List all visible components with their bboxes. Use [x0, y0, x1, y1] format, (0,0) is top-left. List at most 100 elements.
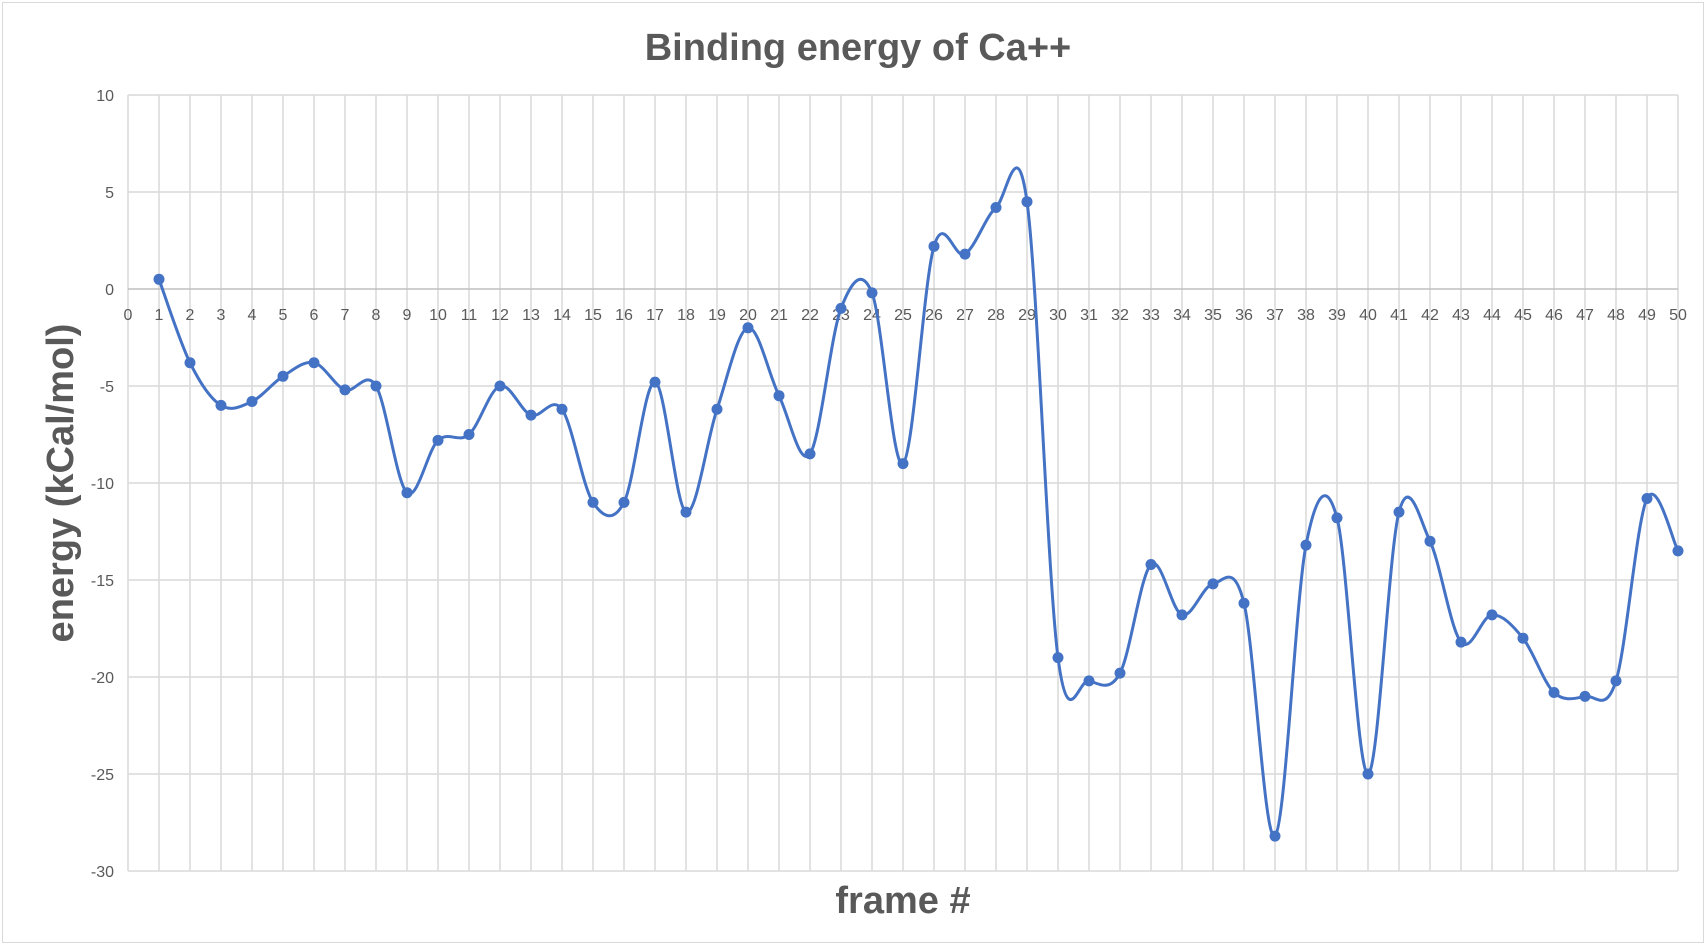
data-point [215, 399, 227, 411]
data-point [711, 403, 723, 415]
data-point [401, 487, 413, 499]
data-point [1517, 632, 1529, 644]
x-tick-label: 25 [894, 307, 912, 324]
data-point [1052, 652, 1064, 664]
x-tick-label: 46 [1545, 307, 1563, 324]
x-tick-label: 3 [217, 307, 226, 324]
data-point [928, 240, 940, 252]
x-tick-label: 41 [1390, 307, 1408, 324]
x-tick-label: 2 [186, 307, 195, 324]
x-axis-title: frame # [835, 880, 970, 922]
data-point [525, 409, 537, 421]
data-point [1393, 506, 1405, 518]
x-tick-label: 42 [1421, 307, 1439, 324]
data-point [153, 273, 165, 285]
y-tick-label: -5 [100, 379, 114, 396]
data-point [494, 380, 506, 392]
data-point [184, 357, 196, 369]
data-point [1207, 578, 1219, 590]
x-tick-label: 49 [1638, 307, 1656, 324]
data-point [618, 496, 630, 508]
x-tick-label: 4 [248, 307, 257, 324]
x-tick-label: 17 [646, 307, 664, 324]
y-tick-label: -15 [91, 573, 114, 590]
data-point [1548, 687, 1560, 699]
series-line [157, 166, 1680, 838]
data-point [370, 380, 382, 392]
data-point [1269, 830, 1281, 842]
y-axis-title: energy (kCal/mol) [40, 324, 82, 643]
data-point [463, 429, 475, 440]
x-tick-label: 8 [372, 307, 381, 324]
data-point [1362, 768, 1374, 780]
x-tick-label: 27 [956, 307, 974, 324]
x-tick-label: 22 [801, 307, 819, 324]
x-tick-label: 11 [461, 307, 478, 324]
grid [127, 94, 1679, 872]
data-point [742, 322, 754, 334]
x-tick-label: 1 [155, 307, 164, 324]
data-point [339, 384, 351, 396]
data-point [1176, 609, 1188, 621]
data-point [773, 390, 785, 402]
x-tick-label: 19 [708, 307, 726, 324]
x-tick-label: 20 [739, 307, 757, 324]
x-tick-label: 40 [1359, 307, 1377, 324]
x-tick-label: 39 [1328, 307, 1346, 324]
y-tick-label: 10 [96, 88, 114, 105]
x-tick-label: 36 [1235, 307, 1253, 324]
x-tick-label: 7 [341, 307, 350, 324]
data-point [835, 302, 847, 314]
x-tick-label: 37 [1266, 307, 1284, 324]
data-point [866, 287, 878, 299]
x-tick-label: 9 [403, 307, 412, 324]
x-tick-label: 26 [925, 307, 943, 324]
x-tick-label: 48 [1607, 307, 1625, 324]
x-tick-label: 13 [522, 307, 540, 324]
x-tick-label: 28 [987, 307, 1005, 324]
data-point [959, 248, 971, 260]
x-tick-label: 0 [124, 307, 133, 324]
series-layer [153, 166, 1684, 842]
y-tick-label: -20 [91, 670, 114, 687]
chart-title: Binding energy of Ca++ [645, 27, 1072, 69]
data-point [1455, 636, 1467, 648]
x-tick-label: 45 [1514, 307, 1532, 324]
data-point [1145, 558, 1157, 570]
data-point [1610, 675, 1622, 687]
x-tick-label: 29 [1018, 307, 1036, 324]
y-tick-label: 5 [105, 185, 114, 202]
data-point [1021, 196, 1033, 208]
x-tick-label: 50 [1669, 307, 1687, 324]
x-tick-label: 21 [770, 307, 788, 324]
data-point [587, 496, 599, 508]
x-tick-label: 35 [1204, 307, 1222, 324]
y-tick-label: -30 [91, 864, 114, 881]
data-point [680, 506, 692, 518]
x-tick-label: 15 [584, 307, 602, 324]
data-point [1331, 512, 1343, 524]
data-point [1579, 690, 1591, 702]
data-point [246, 396, 258, 408]
data-point [308, 357, 320, 369]
y-tick-label: -10 [91, 476, 114, 493]
y-tick-label: 0 [105, 282, 114, 299]
data-point [1238, 597, 1250, 609]
data-point [1641, 493, 1653, 505]
x-tick-label: 14 [553, 307, 571, 324]
data-point [1424, 535, 1436, 547]
x-tick-label: 10 [429, 307, 447, 324]
data-point [1672, 545, 1684, 557]
x-tick-label: 16 [615, 307, 633, 324]
data-point [556, 403, 568, 415]
x-tick-label: 32 [1111, 307, 1129, 324]
x-tick-label: 47 [1576, 307, 1594, 324]
data-point [1486, 609, 1498, 621]
data-point [1300, 539, 1312, 551]
data-point [277, 370, 289, 382]
x-tick-label: 43 [1452, 307, 1470, 324]
data-point [1083, 675, 1095, 687]
